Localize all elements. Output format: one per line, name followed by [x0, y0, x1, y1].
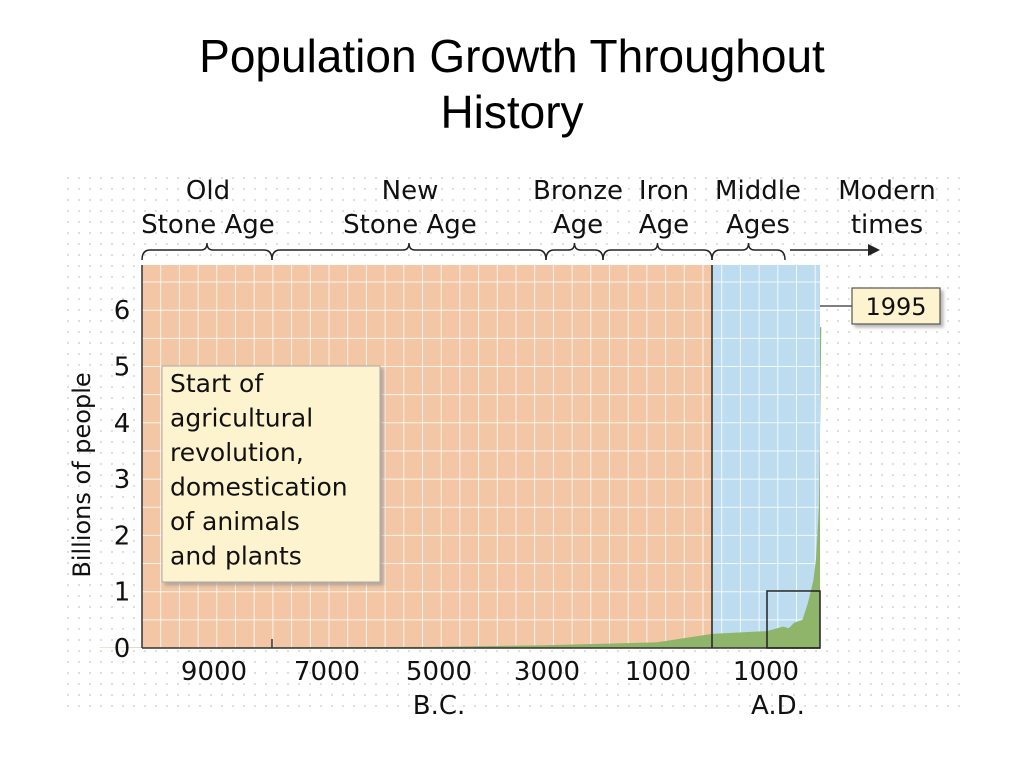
x-tick-label: 9000	[181, 657, 247, 687]
callout-text-line: domestication	[170, 473, 348, 502]
y-tick-label: 4	[114, 409, 131, 439]
era-brace	[271, 242, 547, 261]
x-tick-label: 3000	[514, 657, 580, 687]
year-label-box	[851, 287, 941, 325]
callout-text-line: of animals	[170, 507, 300, 536]
x-era-label: B.C.	[413, 691, 466, 721]
x-tick-label: 7000	[294, 657, 360, 687]
era-brace	[141, 242, 273, 261]
slide-title: Population Growth Throughout History	[0, 28, 1024, 140]
era-label: times	[851, 210, 923, 240]
era-label: Iron	[639, 176, 689, 206]
callout-text-line: agricultural	[170, 404, 313, 433]
era-brace	[711, 242, 786, 261]
era-brace	[545, 242, 604, 261]
y-tick-label: 1	[114, 578, 131, 608]
highlight-box	[766, 590, 821, 649]
x-era-label: A.D.	[751, 691, 805, 721]
era-label: Old	[186, 176, 230, 206]
slide-title-line2: History	[440, 86, 584, 138]
callout-text-line: Start of	[170, 369, 264, 398]
callout-text-line: and plants	[170, 542, 302, 571]
slide-title-line1: Population Growth Throughout	[199, 30, 825, 82]
year-label-text: 1995	[865, 293, 926, 321]
x-tick-label: 5000	[406, 657, 472, 687]
modern-times-arrowhead	[868, 244, 880, 256]
ad-region	[712, 265, 820, 648]
y-tick-label: 0	[114, 634, 131, 664]
callout-box	[161, 365, 381, 583]
y-tick-label: 5	[114, 353, 131, 383]
era-label: Age	[553, 210, 603, 240]
era-label: Middle	[715, 176, 801, 206]
x-tick-label: 1000	[625, 657, 691, 687]
era-label: Bronze	[533, 176, 623, 206]
year-1995-label: 1995	[851, 287, 941, 325]
y-tick-label: 3	[114, 465, 131, 495]
x-tick-label: 1000	[733, 657, 799, 687]
y-axis-label: Billions of people	[68, 372, 96, 577]
callout-text-line: revolution,	[170, 438, 304, 467]
era-brace	[602, 242, 713, 261]
era-label: Stone Age	[343, 210, 477, 240]
agricultural-revolution-callout: Start of agricultural revolution, domestica…	[161, 365, 381, 583]
era-label: Ages	[726, 210, 790, 240]
era-label: New	[382, 176, 439, 206]
era-label: Stone Age	[141, 210, 275, 240]
y-tick-label: 6	[114, 296, 131, 326]
y-tick-label: 2	[114, 521, 131, 551]
era-label: Age	[639, 210, 689, 240]
era-label: Modern	[838, 176, 936, 206]
